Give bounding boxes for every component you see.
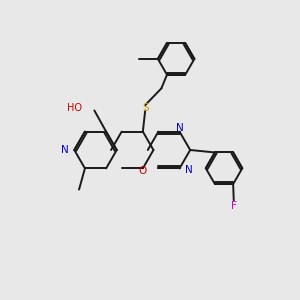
Text: F: F [231, 201, 237, 211]
Text: N: N [61, 145, 69, 155]
Text: N: N [176, 123, 184, 133]
Text: S: S [142, 103, 148, 113]
Text: HO: HO [67, 103, 82, 113]
Text: N: N [185, 165, 193, 175]
Text: O: O [139, 166, 147, 176]
